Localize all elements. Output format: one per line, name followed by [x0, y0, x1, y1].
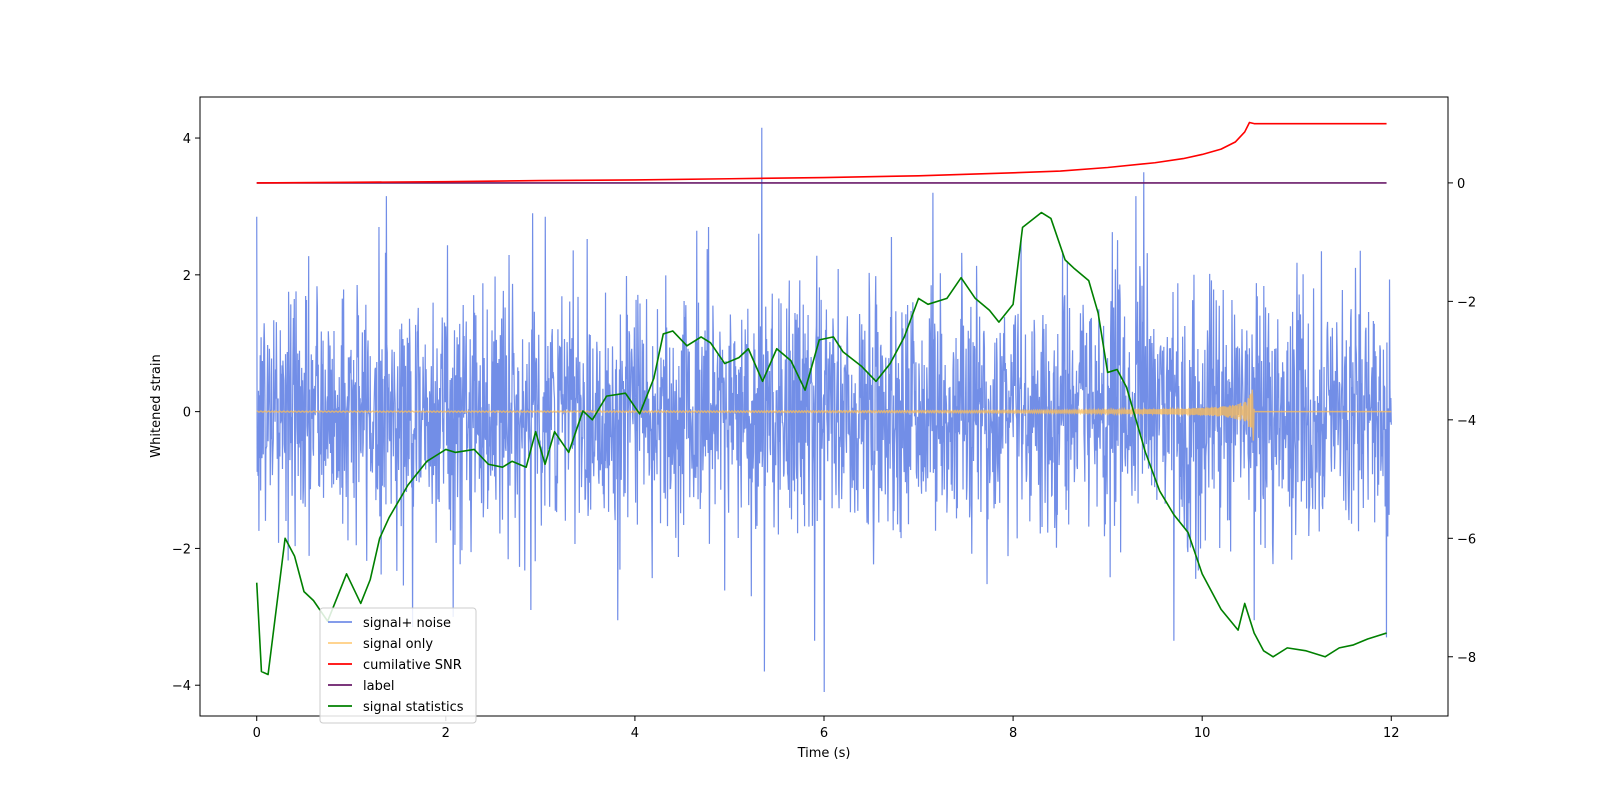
legend-label: label — [363, 679, 394, 694]
y2-tick-label: −8 — [1457, 651, 1476, 666]
y2-tick-label: −2 — [1457, 295, 1476, 310]
y2-tick-label: 0 — [1457, 177, 1465, 192]
noise-series-layer — [256, 127, 1392, 693]
x-tick-label: 6 — [820, 726, 828, 741]
y-axis-right: −8 −6 −4 −2 0 — [1448, 177, 1476, 666]
x-axis-label: Time (s) — [797, 746, 851, 761]
y-tick-label: 4 — [183, 132, 191, 147]
legend: signal+ noise signal only cumilative SNR la… — [319, 607, 477, 724]
legend-label: cumilative SNR — [363, 658, 462, 673]
series-signal-only-line — [256, 389, 1392, 441]
x-axis: 0 2 4 6 8 10 12 — [253, 716, 1400, 741]
y-axis-left: −4 −2 0 2 4 — [172, 132, 200, 694]
y-tick-label: 0 — [183, 406, 191, 421]
y2-tick-label: −6 — [1457, 532, 1476, 547]
y2-tick-label: −4 — [1457, 414, 1476, 429]
x-tick-label: 10 — [1194, 726, 1211, 741]
series-signal-noise-line — [256, 127, 1392, 693]
x-tick-label: 0 — [253, 726, 261, 741]
x-tick-label: 2 — [442, 726, 450, 741]
legend-label: signal+ noise — [363, 616, 451, 631]
x-tick-label: 8 — [1009, 726, 1017, 741]
y-tick-label: −2 — [172, 542, 191, 557]
x-tick-label: 12 — [1383, 726, 1400, 741]
line-series-layer — [255, 121, 1392, 676]
series-cumulative-snr-line — [256, 121, 1387, 184]
legend-label: signal only — [363, 637, 433, 652]
legend-box — [319, 607, 477, 724]
x-tick-label: 4 — [631, 726, 639, 741]
y-tick-label: −4 — [172, 679, 191, 694]
legend-label: signal statistics — [363, 700, 464, 715]
series-signal-statistics-line — [255, 211, 1387, 676]
y-tick-label: 2 — [183, 269, 191, 284]
y-axis-label: Whitened strain — [149, 354, 164, 457]
